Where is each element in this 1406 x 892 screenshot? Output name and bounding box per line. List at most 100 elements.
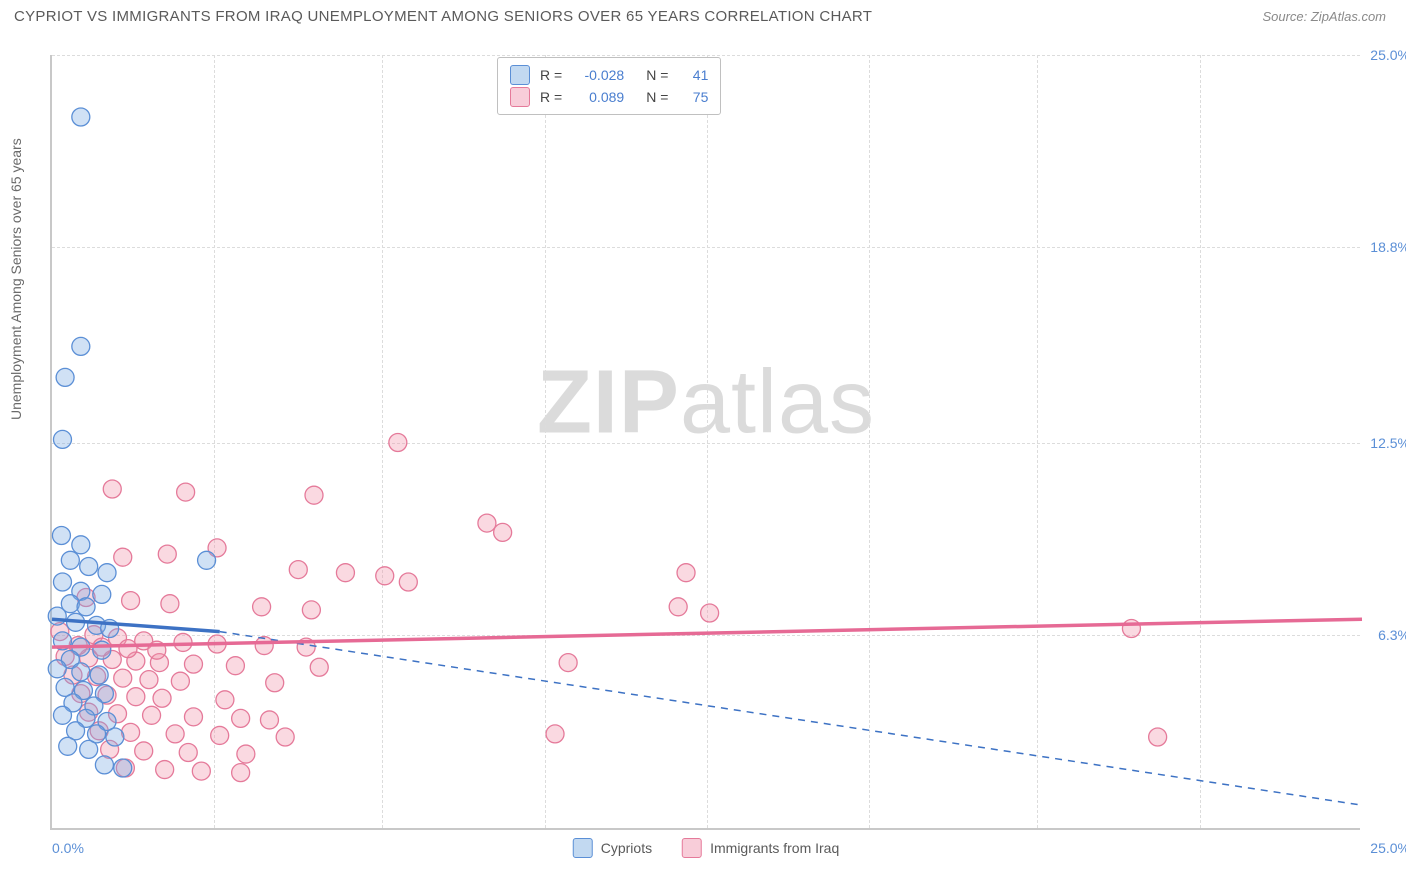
data-point bbox=[93, 641, 111, 659]
r-value: -0.028 bbox=[572, 64, 624, 86]
trend-line bbox=[52, 619, 1362, 647]
data-point bbox=[153, 689, 171, 707]
data-point bbox=[161, 595, 179, 613]
scatter-plot-svg bbox=[52, 55, 1360, 828]
x-tick-max: 25.0% bbox=[1370, 840, 1406, 856]
y-axis-label: Unemployment Among Seniors over 65 years bbox=[8, 138, 24, 420]
data-point bbox=[226, 657, 244, 675]
data-point bbox=[559, 654, 577, 672]
y-tick-label: 18.8% bbox=[1370, 239, 1406, 255]
legend-item: Cypriots bbox=[573, 838, 652, 858]
data-point bbox=[98, 564, 116, 582]
data-point bbox=[1122, 620, 1140, 638]
data-point bbox=[302, 601, 320, 619]
data-point bbox=[166, 725, 184, 743]
data-point bbox=[253, 598, 271, 616]
y-tick-label: 6.3% bbox=[1378, 627, 1406, 643]
r-label: R = bbox=[540, 64, 562, 86]
data-point bbox=[237, 745, 255, 763]
data-point bbox=[114, 759, 132, 777]
data-point bbox=[72, 108, 90, 126]
data-point bbox=[53, 706, 71, 724]
data-point bbox=[701, 604, 719, 622]
data-point bbox=[56, 368, 74, 386]
n-label: N = bbox=[646, 64, 668, 86]
data-point bbox=[59, 737, 77, 755]
y-tick-label: 25.0% bbox=[1370, 47, 1406, 63]
y-tick-label: 12.5% bbox=[1370, 435, 1406, 451]
data-point bbox=[376, 567, 394, 585]
data-point bbox=[114, 669, 132, 687]
data-point bbox=[106, 728, 124, 746]
data-point bbox=[48, 607, 66, 625]
legend-label: Cypriots bbox=[601, 840, 652, 856]
n-label: N = bbox=[646, 86, 668, 108]
data-point bbox=[53, 573, 71, 591]
data-point bbox=[77, 598, 95, 616]
data-point bbox=[158, 545, 176, 563]
data-point bbox=[53, 430, 71, 448]
n-value: 41 bbox=[678, 64, 708, 86]
chart-title: CYPRIOT VS IMMIGRANTS FROM IRAQ UNEMPLOY… bbox=[14, 8, 872, 25]
data-point bbox=[114, 548, 132, 566]
x-tick-min: 0.0% bbox=[52, 840, 84, 856]
swatch-blue bbox=[573, 838, 593, 858]
stats-legend-box: R = -0.028 N = 41 R = 0.089 N = 75 bbox=[497, 57, 721, 115]
data-point bbox=[216, 691, 234, 709]
legend-item: Immigrants from Iraq bbox=[682, 838, 839, 858]
source-label: Source: ZipAtlas.com bbox=[1262, 9, 1386, 24]
n-value: 75 bbox=[678, 86, 708, 108]
data-point bbox=[232, 709, 250, 727]
trend-line bbox=[220, 632, 1362, 806]
data-point bbox=[478, 514, 496, 532]
data-point bbox=[211, 726, 229, 744]
data-point bbox=[494, 523, 512, 541]
swatch-pink bbox=[510, 87, 530, 107]
data-point bbox=[192, 762, 210, 780]
data-point bbox=[177, 483, 195, 501]
data-point bbox=[1149, 728, 1167, 746]
data-point bbox=[80, 558, 98, 576]
swatch-pink bbox=[682, 838, 702, 858]
chart-plot-area: ZIPatlas R =-0.028N =41R =0.089N =75 Cyp… bbox=[50, 55, 1360, 830]
stats-row: R = 0.089 N = 75 bbox=[510, 86, 708, 108]
data-point bbox=[546, 725, 564, 743]
stats-row: R = -0.028 N = 41 bbox=[510, 64, 708, 86]
data-point bbox=[232, 764, 250, 782]
data-point bbox=[255, 637, 273, 655]
data-point bbox=[52, 527, 70, 545]
r-label: R = bbox=[540, 86, 562, 108]
data-point bbox=[72, 337, 90, 355]
data-point bbox=[48, 660, 66, 678]
data-point bbox=[80, 740, 98, 758]
data-point bbox=[179, 744, 197, 762]
data-point bbox=[266, 674, 284, 692]
data-point bbox=[276, 728, 294, 746]
data-point bbox=[305, 486, 323, 504]
data-point bbox=[135, 742, 153, 760]
swatch-blue bbox=[510, 65, 530, 85]
data-point bbox=[677, 564, 695, 582]
data-point bbox=[260, 711, 278, 729]
series-legend: Cypriots Immigrants from Iraq bbox=[573, 838, 840, 858]
data-point bbox=[336, 564, 354, 582]
data-point bbox=[122, 592, 140, 610]
data-point bbox=[95, 756, 113, 774]
data-point bbox=[119, 640, 137, 658]
data-point bbox=[171, 672, 189, 690]
data-point bbox=[310, 658, 328, 676]
data-point bbox=[140, 671, 158, 689]
legend-label: Immigrants from Iraq bbox=[710, 840, 839, 856]
data-point bbox=[127, 688, 145, 706]
chart-header: CYPRIOT VS IMMIGRANTS FROM IRAQ UNEMPLOY… bbox=[0, 0, 1406, 33]
data-point bbox=[103, 480, 121, 498]
data-point bbox=[289, 561, 307, 579]
data-point bbox=[198, 551, 216, 569]
data-point bbox=[90, 666, 108, 684]
data-point bbox=[156, 761, 174, 779]
data-point bbox=[72, 536, 90, 554]
data-point bbox=[93, 585, 111, 603]
data-point bbox=[72, 663, 90, 681]
r-value: 0.089 bbox=[572, 86, 624, 108]
data-point bbox=[61, 551, 79, 569]
